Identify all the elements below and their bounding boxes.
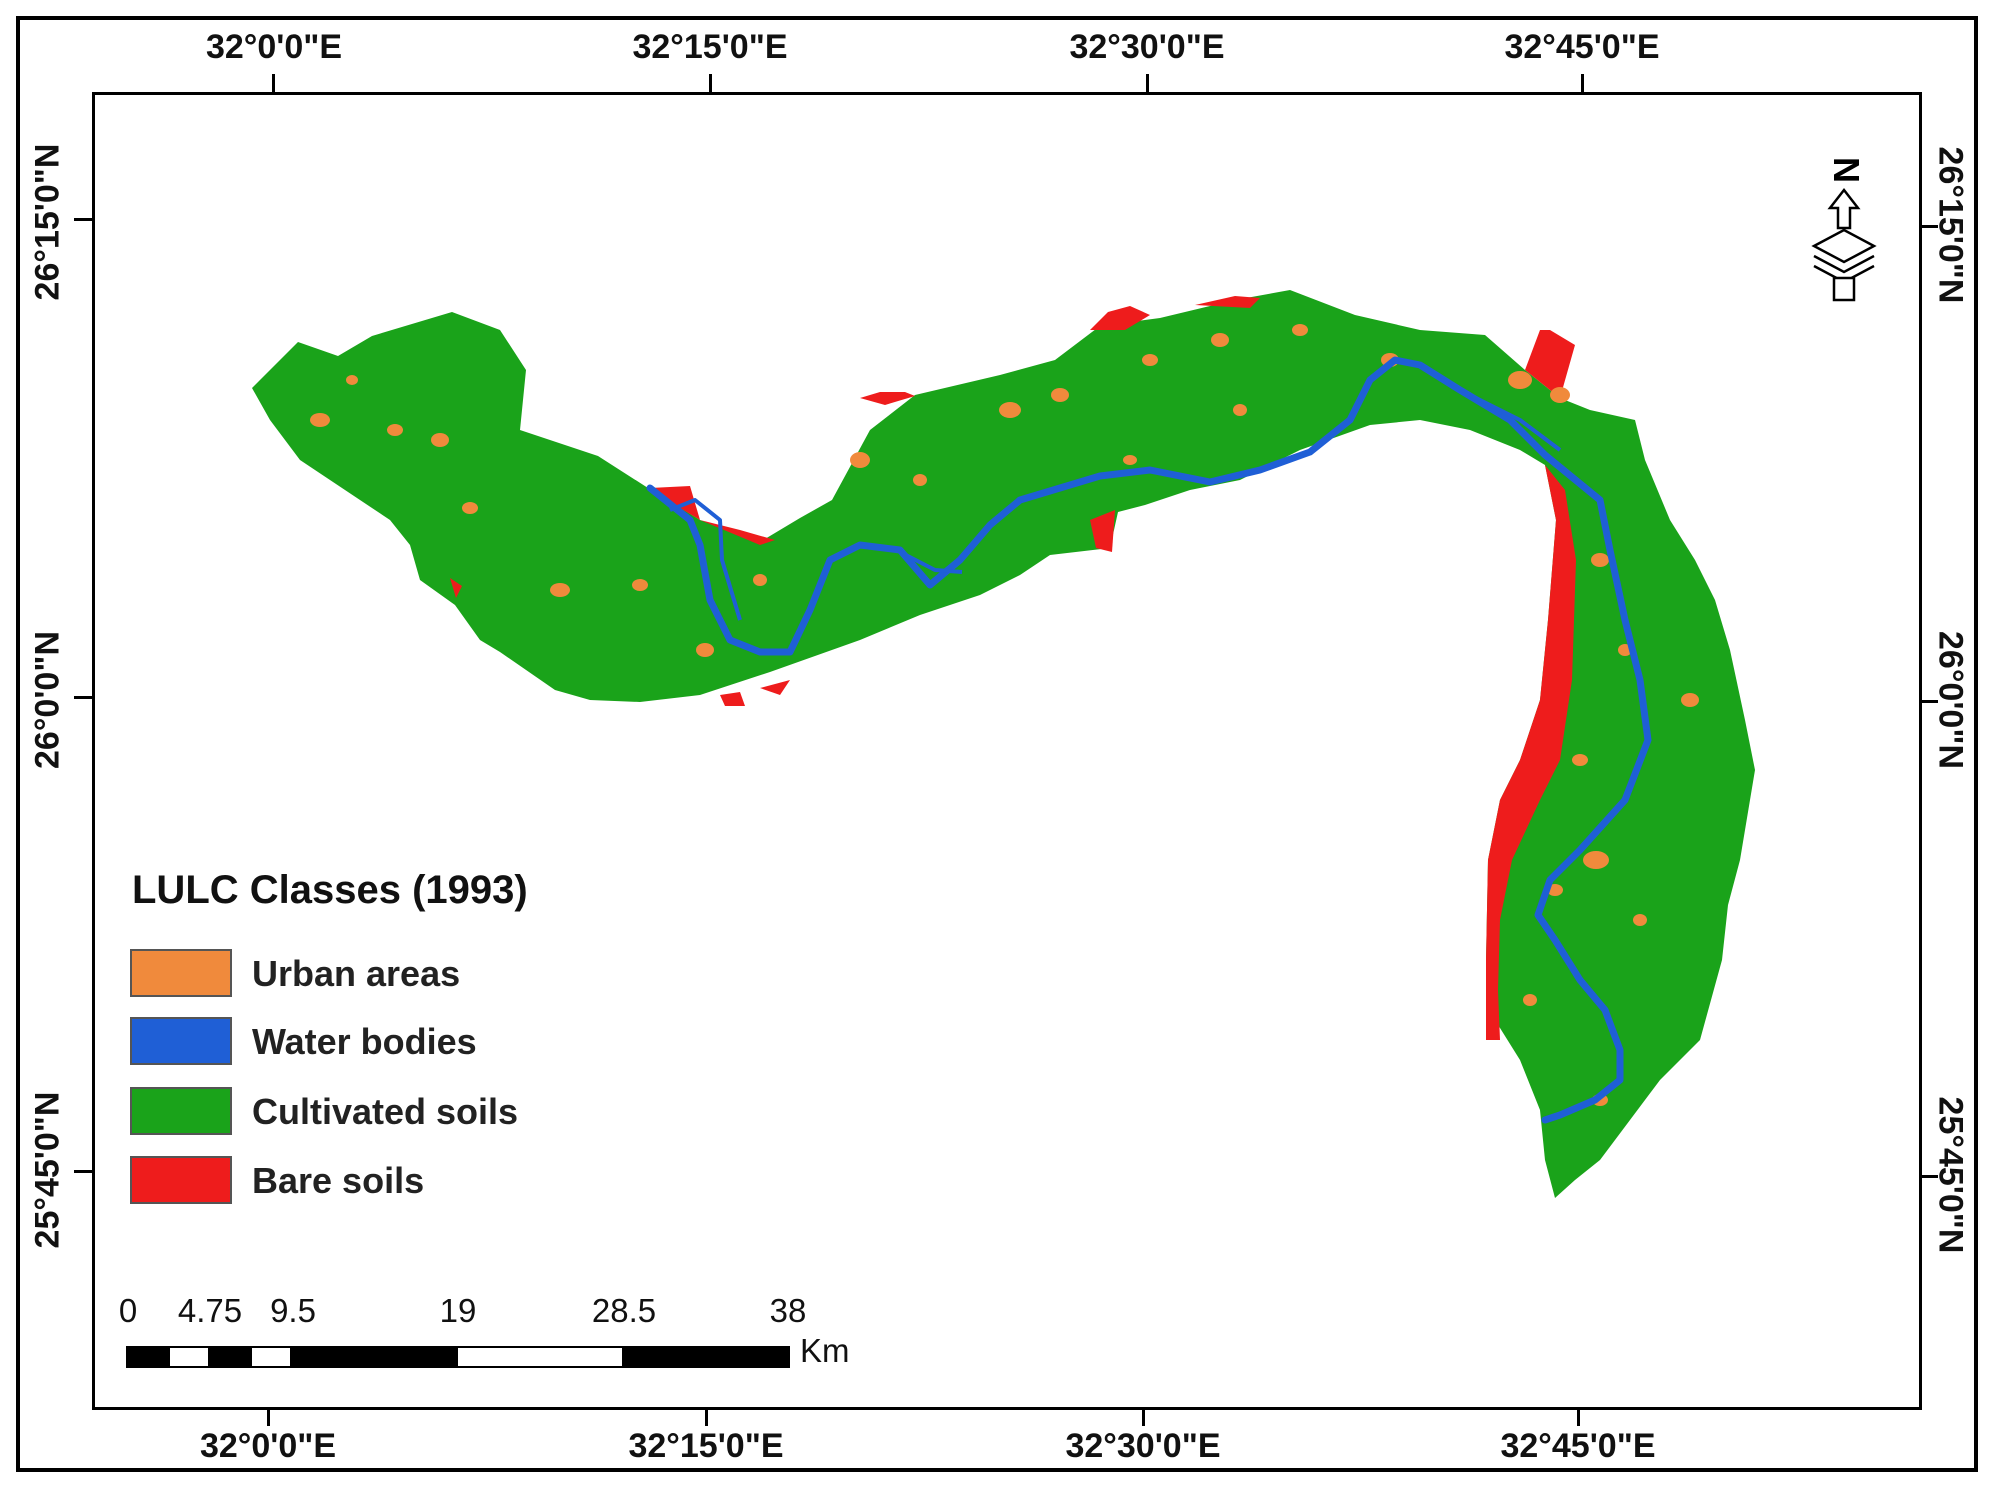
scale-bar-segment: [456, 1346, 624, 1368]
cultivated-soils-region: [252, 290, 1755, 1198]
lon-label-bottom: 32°15'0"E: [628, 1427, 784, 1465]
graticule-tick: [1146, 74, 1149, 92]
graticule-tick: [272, 74, 275, 92]
lat-label-left: 26°0'0"N: [28, 631, 67, 769]
scale-label: 0: [118, 1292, 138, 1329]
graticule-tick: [74, 696, 92, 699]
graticule-tick: [1922, 225, 1938, 228]
bare-soils-patches: [450, 296, 1576, 1040]
legend-swatch: [130, 949, 232, 997]
scale-label: 28.5: [591, 1292, 657, 1329]
graticule-tick: [705, 1410, 708, 1426]
graticule-tick: [1922, 1175, 1938, 1178]
legend-label: Cultivated soils: [252, 1091, 519, 1132]
graticule-tick: [1581, 74, 1584, 92]
graticule-tick: [74, 218, 92, 221]
lon-label-top: 32°15'0"E: [632, 28, 788, 66]
scale-bar-segment: [622, 1346, 790, 1368]
graticule-tick: [1142, 1410, 1145, 1426]
lon-label-top: 32°30'0"E: [1069, 28, 1225, 66]
lon-label-bottom: 32°30'0"E: [1065, 1427, 1221, 1465]
lon-label-top: 32°45'0"E: [1504, 28, 1660, 66]
scale-label: 19: [439, 1292, 477, 1329]
scale-label: 4.75: [177, 1292, 243, 1329]
graticule-tick: [267, 1410, 270, 1426]
scale-bar-segment: [208, 1346, 252, 1368]
north-arrow-label: N: [1826, 157, 1867, 183]
water-bodies-river: [646, 356, 1652, 1124]
legend-label: Water bodies: [252, 1021, 477, 1062]
lon-label-top: 32°0'0"E: [205, 28, 343, 66]
water-bodies-side-channel: [669, 393, 1562, 621]
graticule-tick: [74, 1170, 92, 1173]
lat-label-left: 25°45'0"N: [28, 1091, 67, 1249]
legend-title: LULC Classes (1993): [132, 868, 528, 912]
legend-swatch: [130, 1156, 232, 1204]
scale-bar: [126, 1346, 790, 1368]
north-arrow-icon: N: [1811, 157, 1877, 302]
legend-label: Bare soils: [252, 1160, 425, 1201]
scale-unit: Km: [800, 1332, 850, 1369]
legend-swatch: [130, 1017, 232, 1065]
scale-bar-segment: [126, 1346, 170, 1368]
scale-bar-segment: [168, 1346, 210, 1368]
lon-label-bottom: 32°0'0"E: [199, 1427, 337, 1465]
graticule-tick: [1577, 1410, 1580, 1426]
scale-label: 38: [769, 1292, 807, 1329]
scale-label: 9.5: [270, 1292, 316, 1329]
map-frame: [92, 92, 1922, 1410]
legend-label: Urban areas: [252, 953, 461, 994]
scale-bar-segment: [250, 1346, 292, 1368]
graticule-tick: [1922, 700, 1938, 703]
scale-bar-segment: [290, 1346, 458, 1368]
graticule-tick: [709, 74, 712, 92]
lon-label-bottom: 32°45'0"E: [1500, 1427, 1656, 1465]
outer-frame: [16, 16, 1978, 1472]
lat-label-left: 26°15'0"N: [28, 143, 67, 301]
legend-swatch: [130, 1087, 232, 1135]
